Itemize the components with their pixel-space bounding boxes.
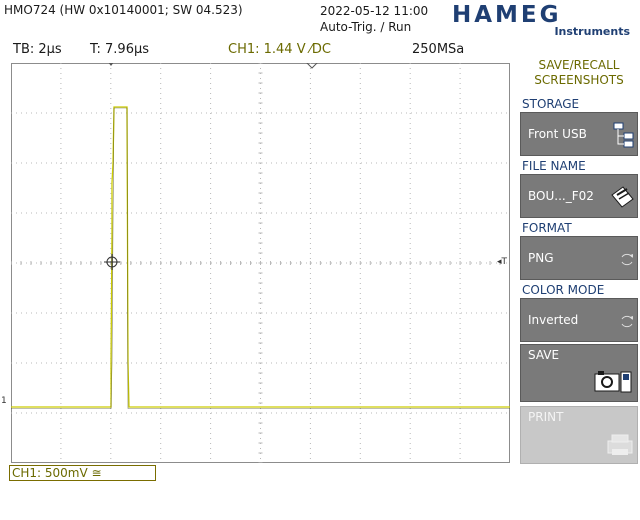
- format-value: PNG: [528, 251, 554, 265]
- grid-lines: [11, 63, 510, 463]
- edit-name-icon: [611, 186, 634, 208]
- print-label: PRINT: [528, 410, 564, 424]
- trigger-level-marker: [306, 63, 318, 69]
- scope-display: [11, 63, 510, 463]
- date-trigger-block: 2022-05-12 11:00 Auto-Trig. / Run: [320, 3, 428, 35]
- trigger-level-indicator: ◂T: [497, 257, 508, 267]
- storage-softkey[interactable]: Front USB: [520, 112, 638, 156]
- timebase-readout[interactable]: TB: 2µs: [13, 42, 62, 57]
- save-softkey[interactable]: SAVE: [520, 344, 638, 402]
- filename-value: BOU..._F02: [528, 189, 594, 203]
- print-softkey: PRINT: [520, 406, 638, 464]
- rotary-select-icon: [621, 253, 633, 266]
- trigger-time-readout[interactable]: T: 7.96µs: [90, 42, 150, 57]
- colormode-softkey[interactable]: Inverted: [520, 298, 638, 342]
- rotary-select-icon: [621, 315, 633, 328]
- menu-title: SAVE/RECALL SCREENSHOTS: [521, 58, 637, 88]
- hameg-logo: HAMEG Instruments: [448, 2, 636, 38]
- trigger-position-marker: [108, 63, 114, 66]
- format-softkey[interactable]: PNG: [520, 236, 638, 280]
- colormode-value: Inverted: [528, 313, 579, 327]
- ch1-baseline-marker: 1: [1, 396, 7, 406]
- logo-subtext: Instruments: [554, 25, 630, 38]
- folder-tree-icon: [613, 122, 634, 148]
- menu-title-line1: SAVE/RECALL: [538, 58, 620, 72]
- cursor-crosshair-icon: [104, 254, 120, 270]
- logo-text: HAMEG: [452, 2, 562, 28]
- printer-icon: [607, 434, 633, 455]
- device-info: HMO724 (HW 0x10140001; SW 04.523): [4, 3, 243, 17]
- ch1-channel-box[interactable]: CH1: 500mV ≅: [9, 465, 156, 481]
- menu-title-line2: SCREENSHOTS: [534, 73, 624, 87]
- datetime: 2022-05-12 11:00: [320, 4, 429, 18]
- format-label: FORMAT: [522, 221, 572, 235]
- channel-readout[interactable]: CH1: 1.44 V ⁄DC: [228, 42, 331, 57]
- filename-softkey[interactable]: BOU..._F02: [520, 174, 638, 218]
- ch1-waveform: [11, 106, 510, 408]
- storage-value: Front USB: [528, 127, 587, 141]
- storage-label: STORAGE: [522, 97, 580, 111]
- trigger-mode: Auto-Trig. / Run: [320, 20, 412, 34]
- sample-rate-readout: 250MSa: [412, 42, 465, 57]
- filename-label: FILE NAME: [522, 159, 586, 173]
- ch1-waveform-shadow: [11, 107, 510, 409]
- camera-save-icon: [594, 371, 632, 393]
- save-label: SAVE: [528, 348, 560, 362]
- colormode-label: COLOR MODE: [522, 283, 605, 297]
